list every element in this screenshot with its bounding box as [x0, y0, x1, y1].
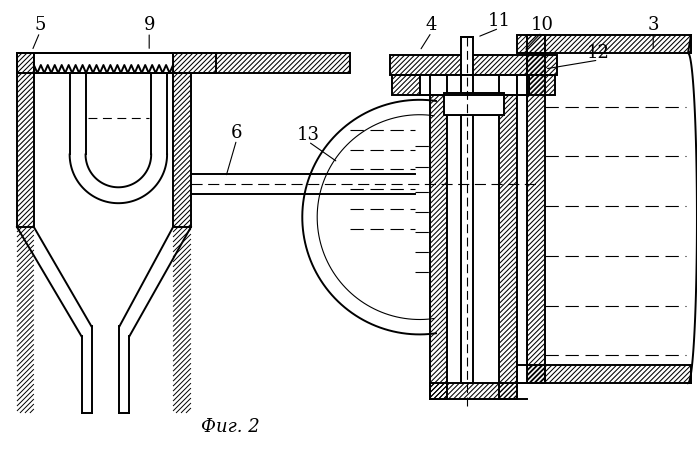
Bar — [391, 75, 419, 95]
Text: 4: 4 — [426, 16, 437, 34]
Bar — [527, 53, 545, 383]
Bar — [34, 53, 173, 73]
Bar — [529, 75, 555, 95]
Text: 6: 6 — [231, 124, 243, 142]
Text: 13: 13 — [297, 126, 319, 143]
Bar — [517, 365, 545, 383]
Bar — [419, 75, 529, 95]
Text: 10: 10 — [531, 16, 554, 34]
Bar — [447, 95, 499, 115]
Bar — [527, 35, 691, 53]
Text: 3: 3 — [647, 16, 659, 34]
Text: 9: 9 — [143, 16, 155, 34]
Text: 11: 11 — [488, 12, 510, 30]
Bar — [429, 75, 447, 399]
Bar — [499, 75, 517, 399]
Bar — [173, 53, 350, 73]
Bar — [527, 365, 691, 383]
Bar — [17, 73, 34, 227]
Bar — [461, 75, 473, 383]
Bar — [17, 53, 34, 73]
Bar — [429, 383, 517, 399]
Text: Фиг. 2: Фиг. 2 — [201, 418, 260, 436]
Bar — [390, 55, 557, 75]
Bar — [445, 93, 504, 115]
Bar — [517, 35, 545, 53]
Text: 12: 12 — [587, 44, 610, 62]
Bar — [517, 75, 527, 383]
Text: 5: 5 — [34, 16, 45, 34]
Bar — [173, 73, 191, 227]
Bar — [461, 37, 473, 75]
